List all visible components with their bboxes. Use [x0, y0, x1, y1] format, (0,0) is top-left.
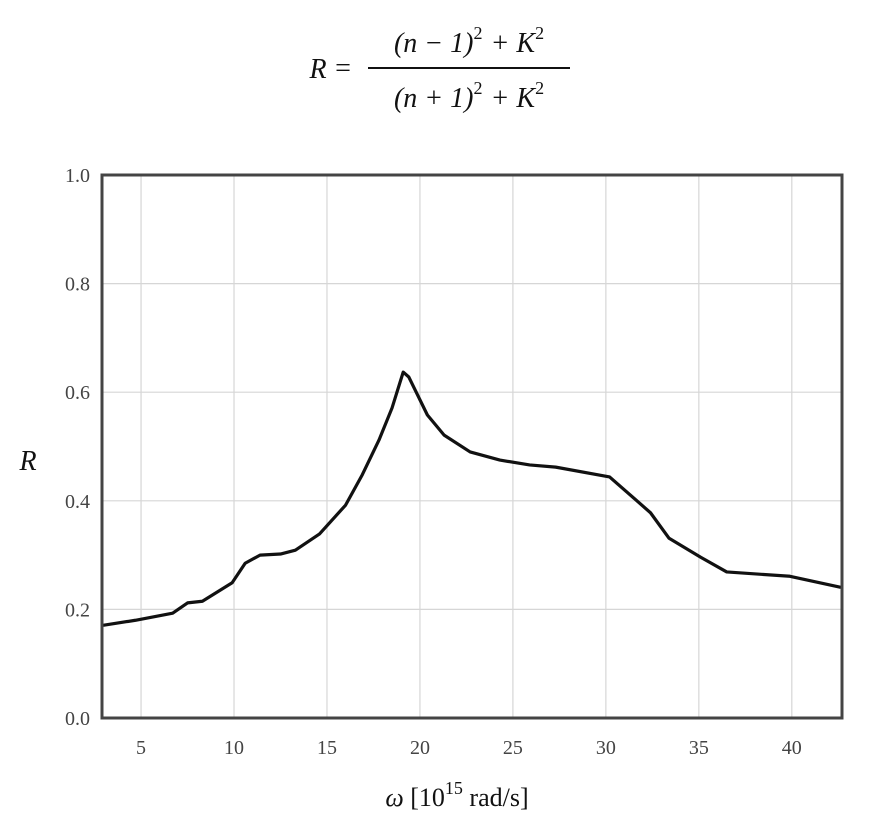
- x-label-text: [10: [404, 783, 445, 812]
- formula-equals: =: [335, 53, 351, 84]
- formula-lhs: R: [308, 54, 326, 85]
- y-tick-label: 0.6: [65, 382, 90, 404]
- data-line: [102, 370, 842, 627]
- formula-denominator: (n + 1)2 + K2: [394, 78, 544, 114]
- x-tick-label: 10: [224, 737, 244, 759]
- formula-exp: 2: [535, 23, 544, 43]
- x-label-symbol: ω: [385, 783, 403, 812]
- x-tick-label: 5: [136, 737, 146, 759]
- formula-part: (n + 1): [394, 83, 474, 114]
- formula-part: (n − 1): [394, 28, 474, 59]
- plot-frame: [100, 173, 844, 720]
- x-tick-label: 30: [596, 737, 616, 759]
- formula-exp: 2: [535, 78, 544, 98]
- x-tick-label: 35: [689, 737, 709, 759]
- x-tick-label: 40: [782, 737, 802, 759]
- formula: R = (n − 1)2 + K2 (n + 1)2 + K2: [308, 23, 570, 114]
- y-tick-label: 0.0: [65, 708, 90, 730]
- y-tick-label: 0.2: [65, 599, 90, 621]
- formula-numerator: (n − 1)2 + K2: [394, 23, 544, 59]
- formula-exp: 2: [473, 78, 482, 98]
- y-axis-label: R: [18, 446, 36, 477]
- formula-part: + K: [490, 28, 536, 59]
- formula-part: + K: [490, 83, 536, 114]
- y-tick-label: 0.8: [65, 274, 90, 296]
- x-label-sup: 15: [445, 778, 463, 798]
- x-tick-label: 25: [503, 737, 523, 759]
- x-tick-label: 20: [410, 737, 430, 759]
- x-label-unit: rad/s]: [463, 783, 529, 812]
- x-axis-label: ω [1015 rad/s]: [385, 778, 528, 812]
- formula-exp: 2: [473, 23, 482, 43]
- y-tick-label: 1.0: [65, 165, 90, 187]
- y-tick-label: 0.4: [65, 491, 90, 513]
- x-tick-label: 15: [317, 737, 337, 759]
